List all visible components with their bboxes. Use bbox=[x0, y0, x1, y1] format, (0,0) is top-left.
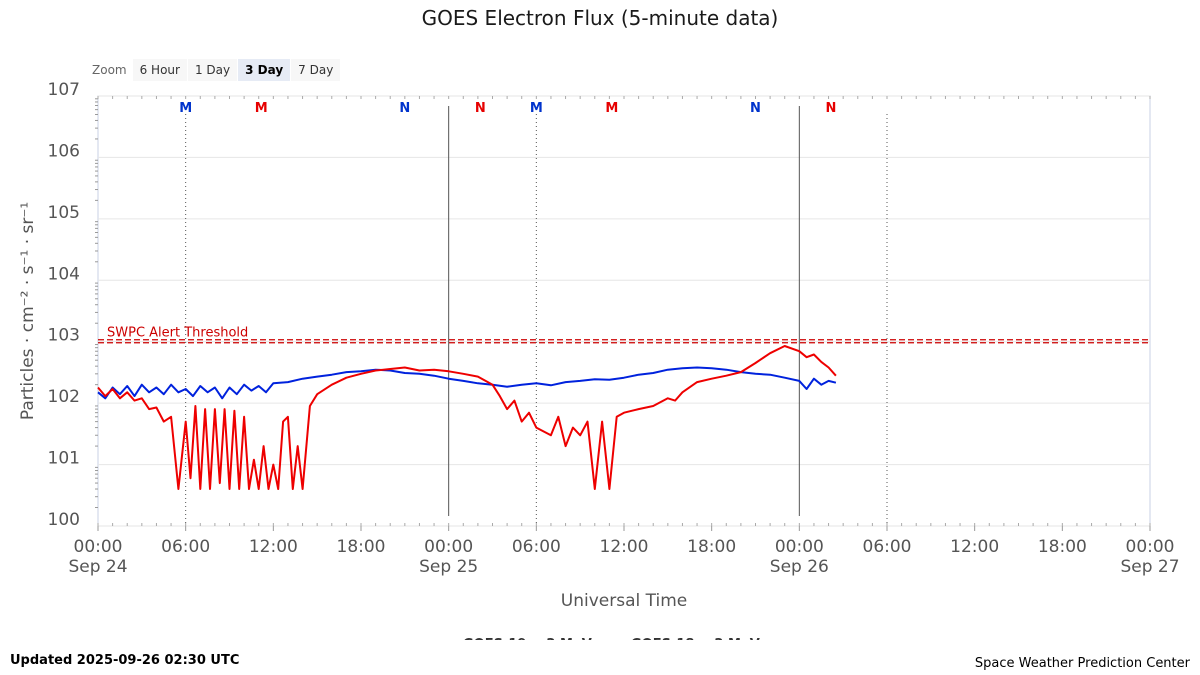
y-tick-label: 106 bbox=[48, 141, 80, 161]
zoom-label: Zoom bbox=[92, 63, 127, 77]
y-tick-label: 101 bbox=[48, 449, 80, 469]
x-tick-label: 00:00 bbox=[74, 537, 123, 557]
marker-letter: M bbox=[179, 101, 192, 116]
y-tick-label: 103 bbox=[48, 326, 80, 346]
marker-letter: M bbox=[530, 101, 543, 116]
x-tick-label: 18:00 bbox=[687, 537, 736, 557]
series-line-goes-19 bbox=[97, 366, 837, 400]
y-tick-label: 102 bbox=[48, 387, 80, 407]
x-date-label: Sep 27 bbox=[1120, 557, 1179, 577]
zoom-3-day-button[interactable]: 3 Day bbox=[238, 59, 291, 81]
plot-border bbox=[97, 95, 1151, 527]
legend-item-goes-18[interactable]: GOES-18 ≥ 2 MeV bbox=[610, 637, 760, 640]
y-axis-title: Particles · cm⁻² · s⁻¹ · sr⁻¹ bbox=[18, 202, 38, 420]
y-tick-label: 107 bbox=[48, 80, 80, 100]
credit-text: Space Weather Prediction Center bbox=[974, 656, 1190, 671]
legend: GOES-19 ≥ 2 MeV GOES-18 ≥ 2 MeV bbox=[442, 637, 760, 640]
marker-letter: M bbox=[255, 101, 268, 116]
y-tick-label: 104 bbox=[48, 264, 80, 284]
x-date-label: Sep 26 bbox=[770, 557, 829, 577]
x-tick-label: 06:00 bbox=[863, 537, 912, 557]
chart-title: GOES Electron Flux (5-minute data) bbox=[421, 6, 779, 30]
marker-line-layer bbox=[185, 114, 888, 526]
updated-timestamp: Updated 2025-09-26 02:30 UTC bbox=[10, 653, 240, 668]
y-tick-label: 105 bbox=[48, 203, 80, 223]
series-line-goes-18 bbox=[97, 345, 837, 490]
marker-letter: M bbox=[605, 101, 618, 116]
series-layer bbox=[97, 345, 837, 490]
x-tick-label: 18:00 bbox=[1038, 537, 1087, 557]
grid-layer bbox=[97, 95, 1151, 527]
x-date-label: Sep 24 bbox=[68, 557, 127, 577]
x-tick-label: 18:00 bbox=[337, 537, 386, 557]
chart-area: SWPC Alert Threshold 100 101 102 103 104 105 1… bbox=[18, 80, 1180, 640]
x-axis-title: Universal Time bbox=[561, 591, 687, 611]
x-tick-label: 12:00 bbox=[249, 537, 298, 557]
marker-letter: N bbox=[826, 101, 837, 116]
marker-letter: N bbox=[750, 101, 761, 116]
x-tick-label: 00:00 bbox=[775, 537, 824, 557]
x-tick-label: 12:00 bbox=[950, 537, 999, 557]
threshold-label: SWPC Alert Threshold bbox=[107, 326, 248, 341]
zoom-bar: Zoom 6 Hour 1 Day 3 Day 7 Day bbox=[92, 58, 341, 82]
zoom-6-hour-button[interactable]: 6 Hour bbox=[132, 59, 187, 81]
y-tick-label: 100 bbox=[48, 510, 80, 530]
x-tick-label: 00:00 bbox=[1126, 537, 1175, 557]
x-tick-label: 00:00 bbox=[424, 537, 473, 557]
legend-label: GOES-19 ≥ 2 MeV bbox=[463, 637, 592, 640]
x-tick-label: 06:00 bbox=[161, 537, 210, 557]
marker-letter: N bbox=[475, 101, 486, 116]
zoom-7-day-button[interactable]: 7 Day bbox=[291, 59, 341, 81]
x-date-label: Sep 25 bbox=[419, 557, 478, 577]
legend-label: GOES-18 ≥ 2 MeV bbox=[631, 637, 760, 640]
threshold-layer: SWPC Alert Threshold bbox=[98, 326, 1150, 344]
legend-item-goes-19[interactable]: GOES-19 ≥ 2 MeV bbox=[442, 637, 592, 640]
x-tick-label: 12:00 bbox=[600, 537, 649, 557]
x-tick-label: 06:00 bbox=[512, 537, 561, 557]
marker-letter: N bbox=[399, 101, 410, 116]
zoom-1-day-button[interactable]: 1 Day bbox=[187, 59, 238, 81]
